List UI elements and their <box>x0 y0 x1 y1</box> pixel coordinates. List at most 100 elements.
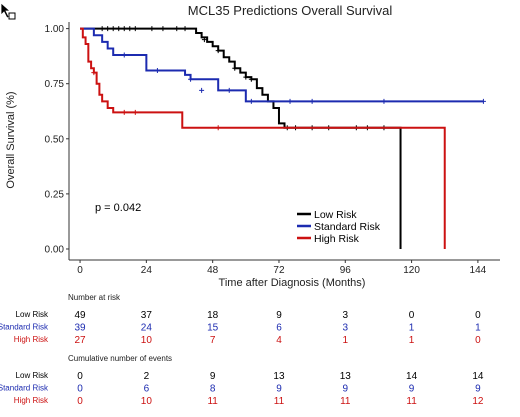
y-axis: 0.00 0.25 0.50 0.75 1.00 <box>45 22 70 260</box>
censor-mark-standard-risk <box>154 67 160 73</box>
events-table-row-label: High Risk <box>14 396 49 405</box>
censor-mark-low-risk <box>215 48 221 54</box>
events-table-cell: 10 <box>141 396 153 407</box>
censor-mark-standard-risk <box>226 87 232 93</box>
events-table-cell: 8 <box>210 384 216 395</box>
events-table-cell: 9 <box>409 384 415 395</box>
events-table-title: Cumulative number of events <box>68 354 172 363</box>
y-tick-label: 1.00 <box>45 24 65 35</box>
risk-table-cell: 27 <box>74 335 86 346</box>
censor-mark-standard-risk <box>199 87 205 93</box>
events-table-cell: 0 <box>77 371 83 382</box>
events-table-cell: 9 <box>475 384 481 395</box>
events-table-cell: 14 <box>406 371 418 382</box>
x-tick-label: 96 <box>340 265 352 276</box>
censor-mark-low-risk <box>201 37 207 43</box>
censor-mark-low-risk <box>116 26 122 32</box>
events-table-cell: 13 <box>340 371 352 382</box>
risk-table-row-label: Standard Risk <box>0 323 49 332</box>
risk-table-cell: 49 <box>74 310 86 321</box>
censor-mark-low-risk <box>105 26 111 32</box>
events-table-cell: 11 <box>406 396 417 407</box>
events-table-cell: 0 <box>77 384 83 395</box>
events-table-cell: 9 <box>210 371 216 382</box>
censor-mark-low-risk <box>132 26 138 32</box>
risk-table-cell: 0 <box>409 310 415 321</box>
events-table-cell: 13 <box>273 371 285 382</box>
censor-mark-low-risk <box>127 26 133 32</box>
risk-table-cell: 3 <box>343 310 349 321</box>
chart-title: MCL35 Predictions Overall Survival <box>188 3 393 18</box>
y-tick-label: 0.75 <box>45 79 65 90</box>
risk-table-cell: 1 <box>409 323 415 334</box>
censor-mark-standard-risk <box>381 98 387 104</box>
risk-table-cell: 7 <box>210 335 216 346</box>
censor-mark-high-risk <box>121 109 127 115</box>
events-table-cell: 0 <box>77 396 83 407</box>
censor-mark-high-risk <box>91 70 97 76</box>
events-table-cell: 2 <box>144 371 150 382</box>
censor-mark-low-risk <box>110 26 116 32</box>
events-table-row-label: Low Risk <box>16 371 49 380</box>
y-tick-label: 0.00 <box>45 244 65 255</box>
censor-mark-low-risk <box>248 76 254 82</box>
censor-mark-low-risk <box>99 26 105 32</box>
survival-line-high-risk <box>80 27 446 249</box>
risk-table-cell: 1 <box>343 335 349 346</box>
risk-table-cell: 10 <box>141 335 153 346</box>
p-value-label: p = 0.042 <box>95 202 141 214</box>
censor-mark-high-risk <box>132 109 138 115</box>
x-tick-label: 24 <box>141 265 153 276</box>
events-table: Low Risk 0 2 9 13 13 14 14 Standard Risk 0 6 8 9 9 9 9 H… <box>0 371 484 407</box>
risk-table-cell: 4 <box>276 335 282 346</box>
censor-mark-low-risk <box>232 65 238 71</box>
risk-table-cell: 24 <box>141 323 153 334</box>
events-table-cell: 12 <box>472 396 484 407</box>
risk-table-cell: 3 <box>343 323 349 334</box>
x-tick-label: 120 <box>403 265 420 276</box>
y-axis-title: Overall Survival (%) <box>5 91 17 188</box>
risk-table-cell: 9 <box>276 310 282 321</box>
events-table-cell: 11 <box>207 396 218 407</box>
risk-table-cell: 0 <box>475 335 481 346</box>
censor-mark-standard-risk <box>309 98 315 104</box>
risk-table-cell: 1 <box>409 335 415 346</box>
censor-mark-low-risk <box>160 26 166 32</box>
censor-mark-standard-risk <box>287 98 293 104</box>
censor-mark-low-risk <box>174 26 180 32</box>
y-tick-label: 0.25 <box>45 189 65 200</box>
survival-line-standard-risk <box>80 27 484 103</box>
censor-mark-low-risk <box>243 74 249 80</box>
censor-mark-low-risk <box>182 26 188 32</box>
risk-table-cell: 0 <box>475 310 481 321</box>
x-axis-title: Time after Diagnosis (Months) <box>219 277 366 289</box>
risk-table-cell: 37 <box>141 310 153 321</box>
events-table-cell: 9 <box>276 384 282 395</box>
x-tick-label: 144 <box>470 265 487 276</box>
events-table-row-label: Standard Risk <box>0 384 49 393</box>
risk-table-cell: 18 <box>207 310 219 321</box>
events-table-cell: 6 <box>144 384 150 395</box>
x-tick-label: 0 <box>77 265 83 276</box>
risk-table-row-label: Low Risk <box>16 310 49 319</box>
censor-mark-low-risk <box>121 26 127 32</box>
censor-mark-standard-risk <box>188 76 194 82</box>
risk-table-row-label: High Risk <box>14 335 49 344</box>
risk-table-cell: 39 <box>74 323 86 334</box>
censor-mark-high-risk <box>215 125 221 131</box>
events-table-cell: 11 <box>274 396 285 407</box>
risk-table-cell: 6 <box>276 323 282 334</box>
legend-label-low-risk: Low Risk <box>314 209 357 221</box>
x-tick-label: 48 <box>207 265 219 276</box>
risk-table-cell: 15 <box>207 323 219 334</box>
censor-mark-low-risk <box>149 26 155 32</box>
censor-mark-standard-risk <box>480 98 486 104</box>
events-table-cell: 9 <box>343 384 349 395</box>
y-tick-label: 0.50 <box>45 134 65 145</box>
legend-label-standard-risk: Standard Risk <box>314 221 381 233</box>
events-table-cell: 14 <box>472 371 484 382</box>
mouse-cursor-icon <box>0 2 16 20</box>
x-axis: 0 24 48 72 96 120 144 <box>69 259 500 276</box>
